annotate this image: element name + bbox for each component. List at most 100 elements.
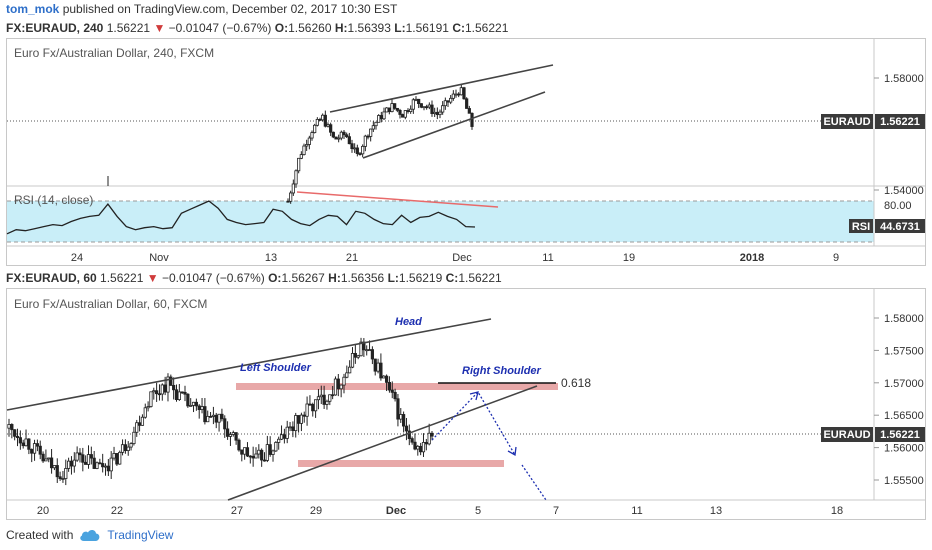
candle-body [120,444,125,453]
pane1-symbol-badge-text: EURAUD [823,116,870,128]
candle-body [149,391,153,407]
x-tick-label: 24 [71,252,83,264]
tradingview-brand-link[interactable]: TradingView [107,528,174,542]
rsi-band [7,201,874,242]
candle-body [294,170,298,185]
candle-body [211,414,216,417]
publish-text: published on TradingView.com, December 0… [62,2,398,16]
pane1-close: 1.56221 [464,21,509,35]
candle-body [81,454,85,463]
candle-body [61,478,65,480]
candle-body [86,454,91,465]
candle-body [24,438,28,447]
head-label: Head [395,316,422,328]
x-tick-label: Nov [149,252,169,264]
channel-upper-line[interactable] [329,64,554,113]
candle-body [55,465,59,478]
pane1-symbol-badge [821,114,873,129]
candle-body [449,97,453,103]
candle-body [322,394,326,405]
pane2-candles [7,337,434,486]
candle-body [319,394,323,398]
candle-body [140,416,145,426]
fib-label: 0.618 [561,376,591,390]
rsi-level-label: 80.00 [884,200,912,212]
candle-body [313,124,317,133]
pane1-title: Euro Fx/Australian Dollar, 240, FXCM [14,46,214,60]
candle-body [379,362,383,379]
candle-body [69,460,74,467]
candle-body [152,390,156,393]
upper-trendline[interactable] [6,318,492,411]
candle-body [123,444,127,451]
candle-body [44,458,48,462]
pane2-symbol: FX:EURAUD, 60 [6,271,97,285]
pane1-symbol: FX:EURAUD, 240 [6,21,104,35]
x-tick-label: Dec [386,505,406,517]
candle-body [348,366,352,374]
projection-path[interactable] [431,390,547,501]
neckline-zone[interactable] [236,383,558,390]
candle-body [112,453,116,459]
candle-body [443,100,447,107]
rsi-line [6,200,476,235]
candle-body [305,144,309,147]
candle-body [177,391,181,400]
candle-body [240,449,244,455]
y-tick-label: 1.57500 [884,345,924,357]
pane2-high: 1.56356 [340,271,385,285]
pane1-open: 1.56260 [288,21,332,35]
candle-body [311,404,315,412]
x-tick-label: 9 [833,252,839,264]
candle-body [262,459,267,462]
candle-body [118,451,122,465]
candle-body [409,108,413,112]
candle-body [424,442,428,445]
rsi-badge [849,219,873,233]
candle-body [32,443,37,454]
candle-body [369,128,373,137]
y-tick-label: 1.56500 [884,410,924,422]
support-zone[interactable] [298,460,504,467]
candle-body [67,460,71,469]
low-label: L: [387,271,399,285]
candle-body [419,445,423,453]
x-tick-label: 13 [710,505,722,517]
candle-body [393,103,397,109]
candle-body [297,157,301,172]
pane2-change: −0.01047 (−0.67%) [162,271,265,285]
candle-body [206,415,210,423]
y-tick-label: 1.58000 [884,73,924,85]
candle-body [370,349,374,360]
x-tick-label: 22 [111,505,123,517]
candle-body [342,131,346,136]
candle-body [315,119,319,126]
candle-body [325,400,329,405]
pane2-open: 1.56267 [281,271,325,285]
candle-body [214,414,218,423]
pane2-price-scale: 1.55500 1.56000 1.56500 1.57000 1.57500 1.580… [874,313,924,487]
rsi-divergence-line[interactable] [296,191,499,208]
pane1-low: 1.56191 [405,21,449,35]
high-label: H: [328,271,341,285]
candle-body [234,432,238,441]
candle-body [417,98,421,105]
author-link[interactable]: tom_mok [6,2,60,16]
close-label: C: [452,21,465,35]
candle-body [291,183,295,194]
candle-body [396,398,400,420]
tradingview-cloud-icon [80,529,100,541]
candle-body [462,87,466,100]
pane2-symbol-badge-text: EURAUD [823,429,870,441]
candle-body [189,405,193,407]
candle-body [345,372,349,378]
channel-lower-line[interactable] [362,91,546,159]
candle-body [367,349,372,352]
candle-body [52,465,57,469]
candle-body [395,107,399,111]
y-tick-label: 1.54000 [884,185,924,197]
pane1-high: 1.56393 [347,21,391,35]
candle-body [286,200,290,203]
